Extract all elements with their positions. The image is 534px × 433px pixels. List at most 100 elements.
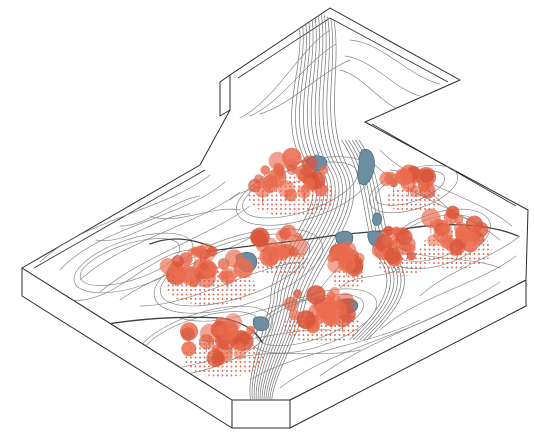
tree-canopy: [300, 186, 310, 195]
tree-canopy: [254, 180, 271, 198]
tree-canopy: [296, 310, 316, 330]
tree-canopy: [382, 235, 393, 246]
tree-canopy: [171, 255, 184, 268]
tree-canopy: [420, 169, 433, 183]
tree-cluster: [283, 285, 356, 334]
tree-canopy: [327, 253, 337, 263]
valley-contour: [271, 19, 355, 400]
tree-canopy: [273, 167, 287, 180]
tree-canopy: [286, 165, 297, 176]
tree-cluster: [379, 164, 437, 199]
contour-line: [119, 231, 261, 301]
tree-canopy: [306, 285, 326, 305]
tree-canopy: [383, 225, 394, 236]
tree-canopy: [233, 330, 250, 347]
tree-canopy: [268, 151, 287, 171]
valley-contour: [255, 16, 325, 400]
contour-line: [379, 149, 513, 227]
tree-canopy: [280, 224, 297, 241]
tree-cluster: [159, 243, 254, 289]
tree-canopy: [277, 180, 295, 198]
contour-line: [59, 181, 226, 271]
contour-loop: [79, 238, 181, 286]
tree-canopy: [260, 165, 271, 175]
tree-canopy: [159, 258, 176, 274]
valley-contour: [263, 13, 340, 400]
contour-line: [119, 195, 201, 227]
tree-canopy: [217, 321, 238, 341]
tree-canopy: [235, 342, 244, 351]
tree-canopy: [177, 267, 187, 277]
contour-line: [379, 255, 517, 331]
contour-line: [339, 69, 401, 111]
contour-line: [39, 174, 211, 263]
tree-canopy: [304, 177, 315, 189]
tree-canopy: [449, 239, 466, 256]
contour-loop: [73, 232, 194, 294]
contour-line: [279, 297, 471, 389]
tree-cluster: [248, 147, 329, 206]
tree-canopy: [338, 254, 356, 273]
tree-canopy: [288, 246, 299, 257]
tree-canopy: [394, 168, 412, 185]
pond: [372, 212, 382, 226]
tree-canopy: [446, 205, 460, 220]
tree-canopy: [181, 341, 197, 357]
pond: [357, 148, 375, 185]
tree-canopy: [198, 334, 214, 350]
tree-canopy: [282, 147, 302, 168]
valley-contour: [267, 16, 347, 400]
contour-line: [249, 43, 337, 117]
tree-cluster: [421, 205, 489, 258]
tree-cluster: [327, 241, 365, 281]
tree-canopy: [299, 167, 309, 176]
tree-canopy: [206, 349, 225, 367]
front-notch-wall: [231, 399, 291, 429]
valley-contour: [251, 19, 318, 400]
terrain-block-sides: [21, 74, 527, 429]
tower-inner-rim: [237, 17, 449, 83]
tree-cluster: [371, 225, 416, 267]
valley-contour: [253, 18, 321, 400]
pond: [252, 316, 270, 332]
contour-line: [149, 208, 241, 220]
contour-line: [99, 205, 251, 293]
tree-canopy: [396, 228, 413, 246]
valley-contour: [269, 18, 351, 400]
base-inner-rim: [33, 123, 517, 269]
tree-canopy: [409, 185, 422, 198]
tree-canopy: [319, 165, 329, 175]
tree-canopy: [181, 327, 195, 342]
contour-line: [95, 213, 191, 242]
contour-line: [319, 281, 501, 377]
tree-canopy: [246, 325, 256, 335]
tree-canopy: [326, 291, 335, 300]
contour-loop: [153, 228, 324, 314]
tower-left-wall: [219, 74, 231, 117]
tree-canopy: [456, 229, 469, 243]
tree-canopy: [384, 247, 402, 264]
tree-clusters: [159, 147, 489, 367]
tree-canopy: [318, 301, 338, 320]
contour-line: [249, 319, 421, 381]
tree-canopy: [406, 251, 416, 261]
valley-contour: [259, 13, 332, 400]
contour-line: [259, 59, 351, 115]
valley-contour: [265, 15, 344, 400]
tree-canopy: [277, 244, 292, 258]
contour-line: [344, 55, 421, 97]
tree-canopy: [440, 223, 450, 233]
contour-line: [69, 249, 191, 301]
tree-canopy: [174, 275, 184, 286]
tree-canopy: [225, 249, 244, 268]
tree-canopy: [194, 245, 207, 259]
tree-canopy: [467, 225, 482, 239]
contour-line: [349, 39, 441, 85]
tree-cluster: [179, 313, 256, 367]
tree-canopy: [219, 267, 237, 285]
valley-contour: [257, 15, 329, 400]
valley-contour: [261, 11, 336, 400]
valley-contour: [249, 21, 314, 400]
